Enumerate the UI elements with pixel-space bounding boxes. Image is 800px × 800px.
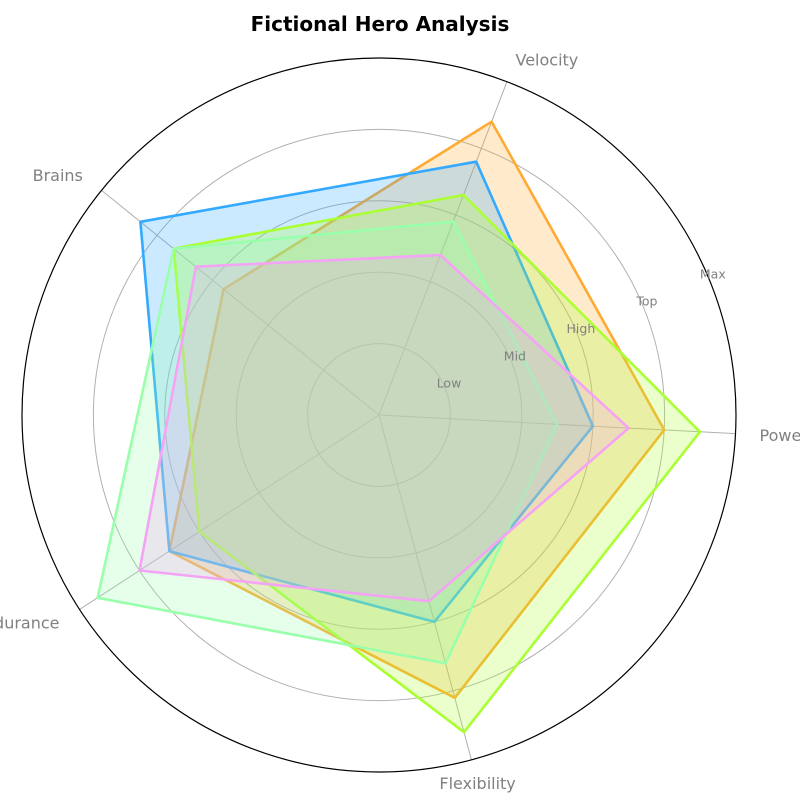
radar-labels: Power Velocity Brains Endurance Flexibility L…	[0, 50, 800, 793]
chart-title: Fictional Hero Analysis	[251, 12, 510, 36]
axis-label: Velocity	[516, 50, 579, 69]
grid-circle	[164, 200, 594, 630]
series-line	[138, 253, 630, 603]
axis-spoke	[79, 414, 380, 610]
scale-label: Low	[437, 376, 462, 391]
scale-label: High	[567, 321, 596, 336]
outer-boundary	[21, 57, 737, 773]
axis-label: Flexibility	[439, 774, 515, 793]
axis-spoke	[378, 81, 508, 416]
series-line	[172, 193, 702, 734]
radar-series	[96, 120, 702, 734]
grid-circle	[92, 128, 666, 702]
series-line	[96, 220, 559, 665]
scale-label: Max	[700, 266, 726, 281]
axis-spoke	[101, 189, 380, 416]
axis-label: Power	[760, 426, 800, 445]
axis-label: Brains	[33, 166, 83, 185]
series-fill	[139, 255, 629, 602]
grid-circle	[307, 343, 451, 487]
axis-spoke	[378, 414, 472, 760]
series-line	[168, 120, 666, 700]
radar-grid	[21, 57, 737, 773]
scale-label: Top	[635, 294, 657, 309]
series-fill	[169, 121, 665, 698]
series-fill	[97, 221, 558, 664]
scale-label: Mid	[504, 348, 526, 363]
grid-circle	[235, 271, 523, 559]
axis-label: Endurance	[0, 614, 60, 633]
series-fill	[140, 161, 593, 622]
series-line	[139, 160, 595, 624]
